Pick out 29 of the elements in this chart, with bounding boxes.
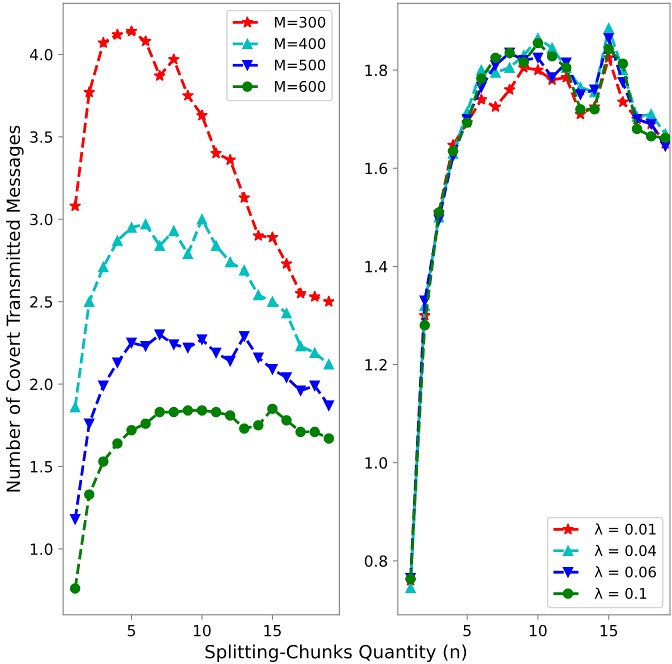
y-tick-label: 0.8 xyxy=(364,555,388,567)
x-axis-title: Splitting-Chunks Quantity (n) xyxy=(206,644,466,662)
y-tick-label: 1.8 xyxy=(365,64,388,76)
legend-label: M=500 xyxy=(275,60,326,71)
y-tick-label: 1.5 xyxy=(30,461,52,473)
legend-label: λ = 0.01 xyxy=(594,523,656,535)
y-tick-label: 2.5 xyxy=(30,296,52,308)
y-tick-label: 2.0 xyxy=(30,378,52,390)
legend-label: M=400 xyxy=(275,38,326,50)
y-tick-label: 1.0 xyxy=(30,543,52,555)
x-tick-label: 10 xyxy=(194,624,211,636)
y-tick-label: 1.2 xyxy=(365,359,387,370)
y-tick-label: 1.0 xyxy=(365,457,388,469)
legend-label: M=300 xyxy=(275,16,326,28)
y-tick-label: 4.0 xyxy=(30,48,52,60)
legend-label: λ = 0.04 xyxy=(594,544,656,556)
y-tick-label: 3.5 xyxy=(30,131,52,143)
y-tick-label: 1.4 xyxy=(365,261,388,272)
y-axis-title: Number of Covert Transmitted Messages xyxy=(6,126,24,492)
legend-label: M=600 xyxy=(275,80,326,92)
x-tick-label: 5 xyxy=(128,625,136,636)
y-tick-label: 1.6 xyxy=(365,162,388,174)
x-tick-label: 10 xyxy=(530,624,547,636)
legend-label: λ = 0.06 xyxy=(594,566,656,578)
x-tick-label: 15 xyxy=(600,625,618,636)
x-tick-label: 5 xyxy=(463,625,471,636)
y-tick-label: 3.0 xyxy=(30,214,52,226)
x-tick-label: 15 xyxy=(264,625,281,636)
legend-label: λ = 0.1 xyxy=(594,588,646,599)
